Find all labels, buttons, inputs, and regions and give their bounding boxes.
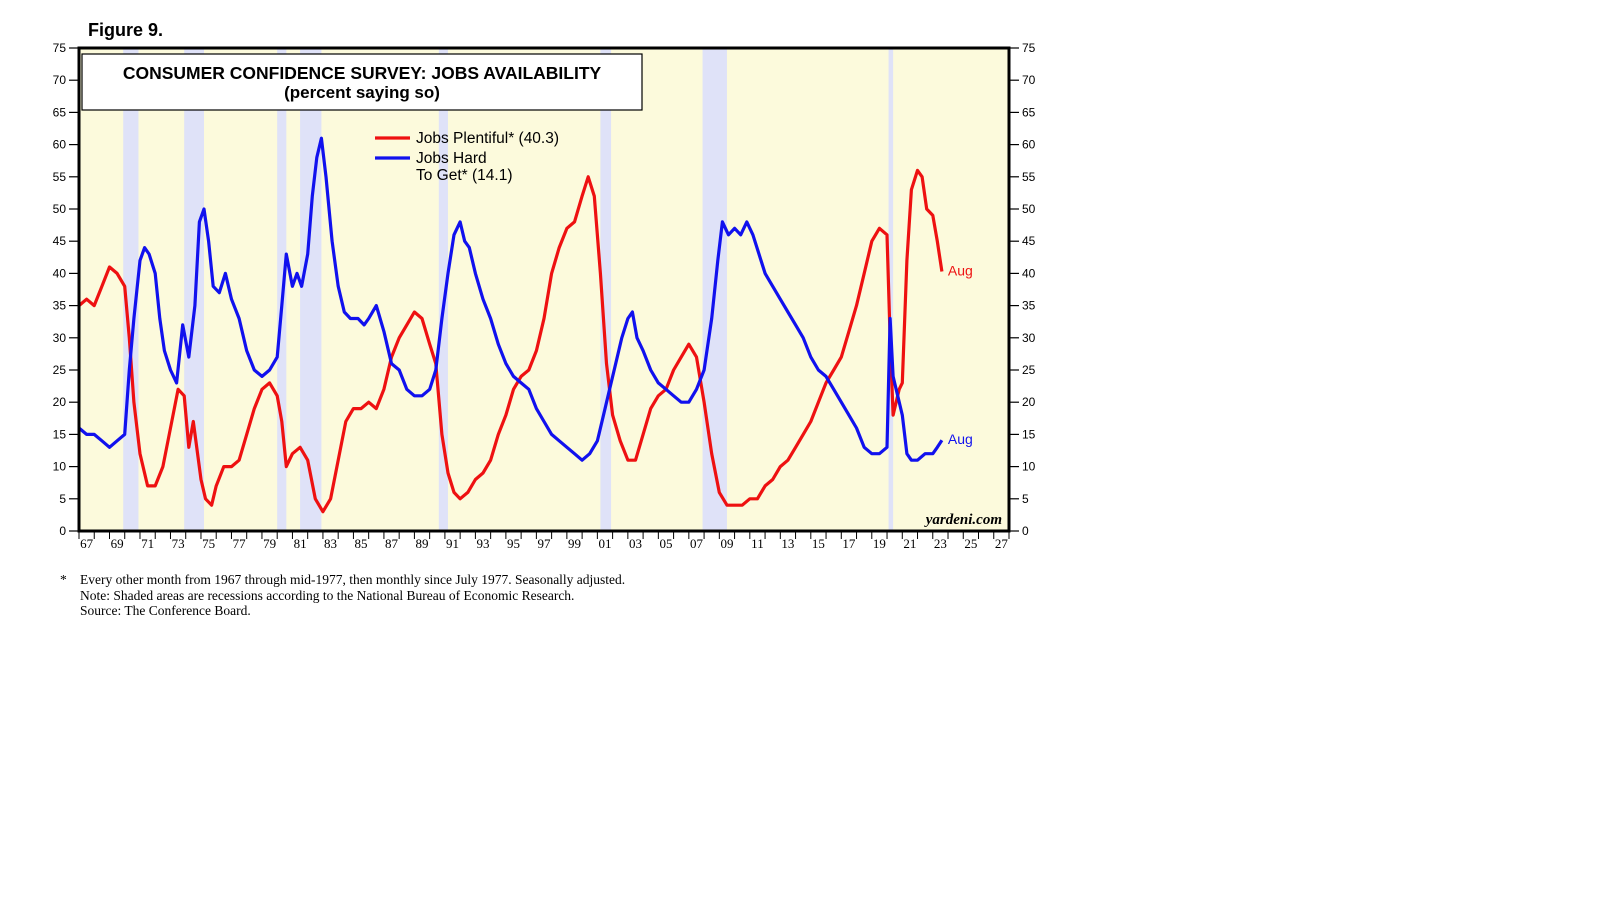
- y-tick-label-right: 65: [1022, 105, 1036, 119]
- x-tick-label: 23: [934, 536, 947, 551]
- x-tick-label: 89: [416, 536, 429, 551]
- x-tick-label: 07: [690, 536, 704, 551]
- x-tick-label: 17: [842, 536, 856, 551]
- y-tick-label-left: 5: [59, 492, 66, 506]
- chart-title: CONSUMER CONFIDENCE SURVEY: JOBS AVAILAB…: [123, 63, 602, 83]
- y-tick-label-right: 25: [1022, 363, 1036, 377]
- x-tick-label: 99: [568, 536, 581, 551]
- footnote-line-2: Note: Shaded areas are recessions accord…: [80, 587, 575, 603]
- x-tick-label: 97: [538, 536, 552, 551]
- y-tick-label-left: 65: [53, 105, 67, 119]
- y-tick-label-left: 0: [59, 524, 66, 538]
- x-tick-label: 05: [659, 536, 672, 551]
- y-tick-label-left: 75: [53, 41, 67, 55]
- x-tick-label: 13: [781, 536, 794, 551]
- x-tick-label: 73: [172, 536, 185, 551]
- y-tick-label-right: 15: [1022, 427, 1036, 441]
- y-tick-label-left: 50: [53, 202, 67, 216]
- x-tick-label: 19: [873, 536, 886, 551]
- chart-subtitle: (percent saying so): [284, 83, 440, 102]
- y-tick-label-right: 20: [1022, 395, 1036, 409]
- recession-band: [600, 48, 612, 531]
- series-end-label: Aug: [948, 262, 973, 278]
- y-tick-label-right: 40: [1022, 266, 1036, 280]
- y-tick-label-right: 70: [1022, 73, 1036, 87]
- x-tick-label: 81: [294, 536, 307, 551]
- legend-label: Jobs Plentiful* (40.3): [416, 130, 559, 147]
- recession-band: [300, 48, 322, 531]
- y-tick-label-left: 35: [53, 299, 67, 313]
- y-tick-label-right: 10: [1022, 460, 1036, 474]
- recession-band: [438, 48, 448, 531]
- y-tick-label-right: 60: [1022, 138, 1036, 152]
- x-tick-label: 27: [995, 536, 1009, 551]
- footnote-star: *: [60, 572, 67, 587]
- x-tick-label: 85: [355, 536, 368, 551]
- y-tick-label-right: 75: [1022, 41, 1036, 55]
- y-tick-label-left: 20: [53, 395, 67, 409]
- x-tick-label: 77: [233, 536, 247, 551]
- recession-band: [184, 48, 205, 531]
- y-tick-label-left: 45: [53, 234, 67, 248]
- x-tick-label: 69: [111, 536, 124, 551]
- figure-label: Figure 9.: [88, 20, 164, 40]
- title-box: [81, 53, 643, 111]
- x-tick-label: 01: [598, 536, 611, 551]
- y-tick-label-right: 30: [1022, 331, 1036, 345]
- watermark: yardeni.com: [924, 512, 1002, 528]
- x-tick-label: 03: [629, 536, 642, 551]
- plot-frame: [77, 46, 1011, 533]
- series-line-jobs-hard-to-get: [77, 136, 944, 462]
- y-tick-label-right: 55: [1022, 170, 1036, 184]
- y-tick-label-right: 0: [1022, 524, 1029, 538]
- x-tick-label: 83: [324, 536, 337, 551]
- x-tick-label: 87: [385, 536, 399, 551]
- series-line-jobs-plentiful: [77, 168, 944, 514]
- x-tick-label: 79: [263, 536, 276, 551]
- footnote-line-1: Every other month from 1967 through mid-…: [80, 572, 626, 587]
- y-tick-label-left: 30: [53, 331, 67, 345]
- y-tick-label-left: 60: [53, 138, 67, 152]
- y-tick-label-left: 10: [53, 460, 67, 474]
- y-tick-label-left: 40: [53, 266, 67, 280]
- y-tick-label-left: 15: [53, 427, 67, 441]
- y-tick-label-right: 5: [1022, 492, 1029, 506]
- y-tick-label-right: 45: [1022, 234, 1036, 248]
- x-tick-label: 15: [812, 536, 825, 551]
- y-tick-label-left: 25: [53, 363, 67, 377]
- x-tick-label: 93: [477, 536, 490, 551]
- plot-area: [79, 48, 1009, 531]
- y-tick-label-left: 70: [53, 73, 67, 87]
- x-tick-label: 95: [507, 536, 520, 551]
- x-tick-label: 09: [720, 536, 733, 551]
- footnote-line-3: Source: The Conference Board.: [80, 603, 251, 618]
- x-tick-label: 71: [141, 536, 154, 551]
- x-tick-label: 91: [446, 536, 459, 551]
- footnotes: * Every other month from 1967 through mi…: [60, 572, 625, 619]
- recession-band: [888, 48, 894, 531]
- series-end-label: Aug: [948, 431, 973, 447]
- y-tick-label-right: 50: [1022, 202, 1036, 216]
- x-tick-label: 25: [964, 536, 977, 551]
- y-tick-label-left: 55: [53, 170, 67, 184]
- legend-label: Jobs Hard To Get* (14.1): [416, 150, 513, 184]
- x-tick-label: 21: [903, 536, 916, 551]
- x-tick-label: 11: [751, 536, 764, 551]
- x-tick-label: 75: [202, 536, 215, 551]
- y-tick-label-right: 35: [1022, 299, 1036, 313]
- x-tick-label: 67: [80, 536, 94, 551]
